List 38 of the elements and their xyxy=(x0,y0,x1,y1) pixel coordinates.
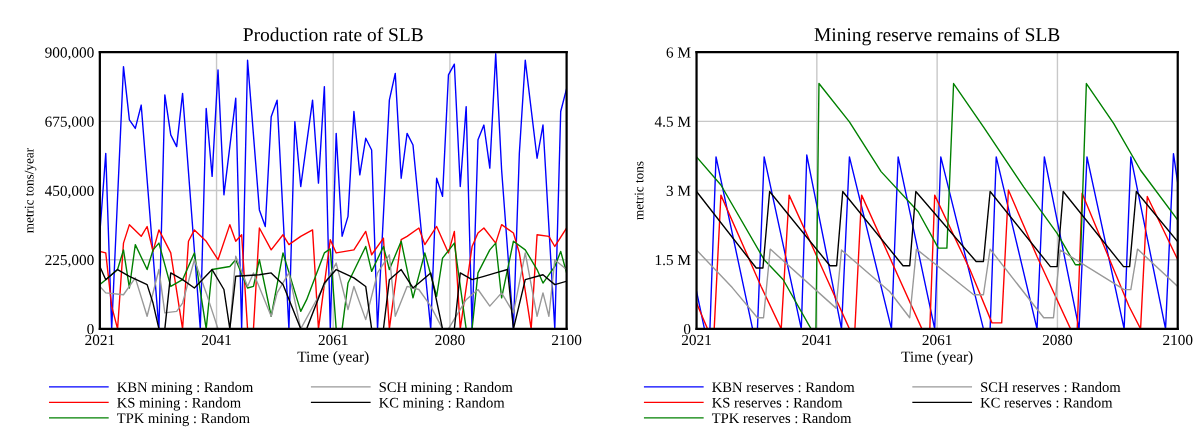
legend-label: TPK mining : Random xyxy=(117,412,250,427)
legend-label: KC mining : Random xyxy=(379,397,505,411)
y-tick-label: 6 M xyxy=(666,47,691,58)
legend-label: KS mining : Random xyxy=(117,397,241,411)
x-tick-label: 2021 xyxy=(85,334,115,346)
legend-label: SCH reserves : Random xyxy=(981,381,1121,393)
x-tick-label: 2100 xyxy=(552,334,582,346)
y-tick-label: 450,000 xyxy=(44,185,94,199)
x-tick-label: 2100 xyxy=(1163,334,1193,346)
chart-title: Mining reserve remains of SLB xyxy=(814,27,1060,46)
line-series xyxy=(696,248,1178,319)
y-tick-label: 225,000 xyxy=(45,254,94,268)
y-tick-label: 900,000 xyxy=(45,47,94,60)
y-tick-label: 675,000 xyxy=(45,116,94,130)
x-axis-title: Time (year) xyxy=(297,351,369,365)
y-axis-title: metric tons/year xyxy=(24,147,37,233)
x-tick-label: 2080 xyxy=(1042,334,1073,346)
x-tick-label: 2061 xyxy=(922,334,952,346)
legend-label: KC reserves : Random xyxy=(980,397,1113,408)
chart-title: Production rate of SLB xyxy=(243,27,423,42)
y-tick-label: 0 xyxy=(87,324,94,335)
y-tick-label: 3 M xyxy=(666,185,691,196)
y-tick-label: 1.5 M xyxy=(655,254,691,266)
legend-label: TPK reserves : Random xyxy=(711,412,852,424)
legend-label: SCH mining : Random xyxy=(379,381,513,396)
y-tick-label: 0 xyxy=(683,324,691,335)
legend-label: KS reserves : Random xyxy=(712,397,843,408)
x-tick-label: 2061 xyxy=(318,334,348,346)
y-axis-title: metric tons xyxy=(634,161,644,220)
x-axis-title: Time (year) xyxy=(901,351,973,365)
y-tick-label: 4.5 M xyxy=(654,116,691,127)
x-tick-label: 2041 xyxy=(802,334,832,346)
x-tick-label: 2021 xyxy=(681,334,711,346)
line-series xyxy=(99,53,567,329)
legend-label: KBN mining : Random xyxy=(117,381,254,396)
x-tick-label: 2041 xyxy=(201,334,231,346)
x-tick-label: 2080 xyxy=(435,334,465,346)
legend-label: KBN reserves : Random xyxy=(712,381,855,393)
